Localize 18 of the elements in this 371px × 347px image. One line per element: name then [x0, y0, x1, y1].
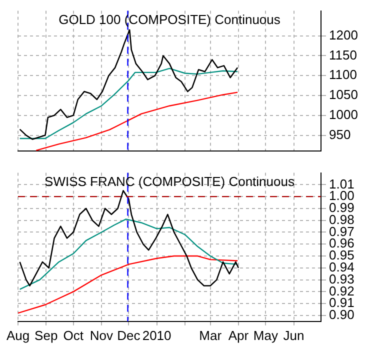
x-tick-label: Aug [6, 328, 30, 343]
x-tick-label: May [253, 328, 278, 343]
x-tick-label: Apr [228, 328, 250, 343]
x-tick-label: Mar [199, 328, 222, 343]
y-tick-label: 950 [329, 126, 351, 142]
chart-title: GOLD 100 (COMPOSITE) Continuous [58, 12, 281, 27]
y-tick-label: 1000 [329, 106, 358, 122]
y-tick-label: 1100 [329, 67, 357, 82]
y-tick-label: 1200 [329, 27, 358, 42]
x-tick-label: Oct [63, 328, 84, 343]
chart-title: SWISS FRANC (COMPOSITE) Continuous [44, 174, 295, 189]
x-tick-label: Jun [283, 328, 304, 343]
x-tick-label: Nov [90, 328, 114, 343]
x-tick-label: Sep [34, 328, 58, 343]
y-tick-label: 1050 [329, 87, 358, 102]
x-tick-label: Dec [117, 328, 141, 343]
y-tick-label: 1150 [329, 47, 357, 62]
x-tick-label: 2010 [142, 328, 172, 343]
